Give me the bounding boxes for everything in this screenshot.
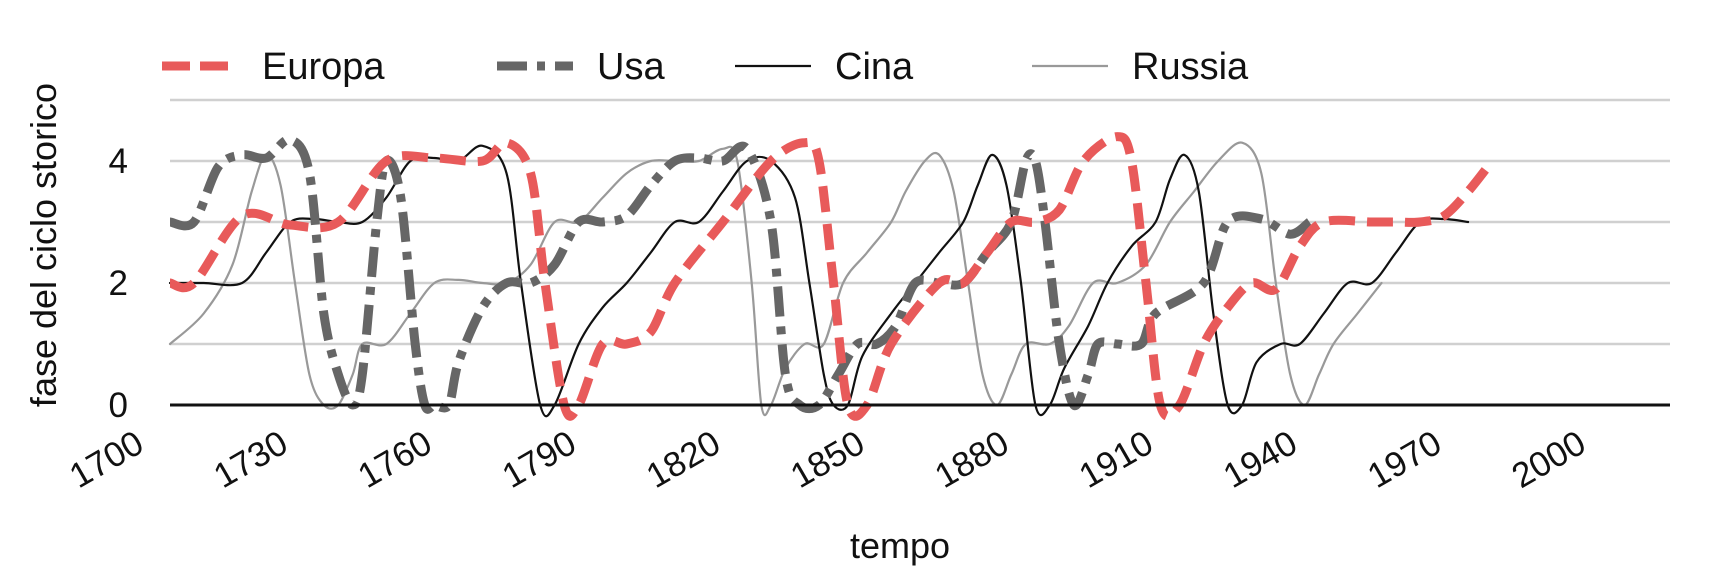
- y-tick-label: 2: [109, 264, 128, 303]
- series-line-europa: [168, 132, 1496, 421]
- x-tick-label: 1760: [351, 423, 438, 496]
- x-tick-label: 1940: [1217, 423, 1304, 496]
- series-line-russia: [168, 141, 1383, 417]
- x-axis-ticks: 1700 1730 1760 1790 1820 1850 1880 1910 1940 1970…: [63, 423, 1592, 496]
- x-tick-label: 1820: [640, 423, 727, 496]
- legend-label-cina: Cina: [835, 46, 914, 88]
- y-tick-label: 4: [109, 142, 128, 181]
- x-tick-label: 1970: [1361, 423, 1448, 496]
- x-axis-title: tempo: [850, 525, 950, 566]
- y-axis-title: fase del ciclo storico: [23, 83, 64, 407]
- legend-label-usa: Usa: [597, 46, 665, 88]
- legend: Europa Usa Cina Russia: [162, 46, 1249, 88]
- x-tick-label: 1790: [496, 423, 583, 496]
- legend-label-russia: Russia: [1132, 46, 1249, 88]
- y-axis-ticks: 0 2 4: [109, 142, 128, 425]
- x-tick-label: 2000: [1505, 423, 1592, 496]
- x-tick-label: 1700: [63, 423, 150, 496]
- x-tick-label: 1910: [1073, 423, 1160, 496]
- series-lines: [168, 132, 1496, 421]
- legend-label-europa: Europa: [262, 46, 385, 88]
- y-tick-label: 0: [109, 386, 128, 425]
- x-tick-label: 1850: [784, 423, 871, 496]
- x-tick-label: 1880: [928, 423, 1015, 496]
- x-tick-label: 1730: [207, 423, 294, 496]
